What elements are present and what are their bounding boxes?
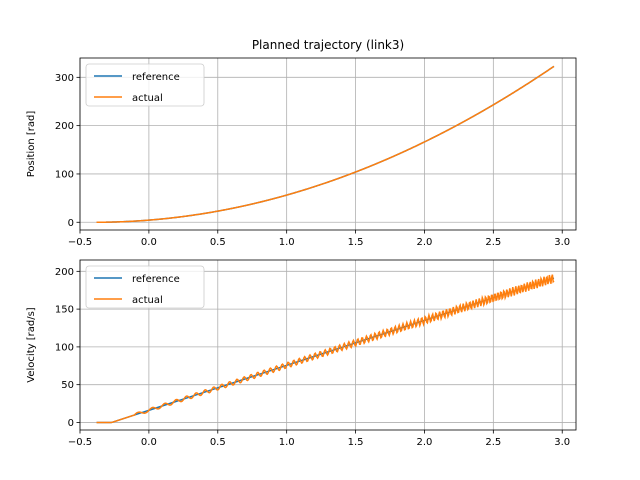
x-tick-label: 2.0 (416, 237, 432, 248)
y-tick-label: 200 (55, 121, 74, 132)
axes-frame (79, 259, 577, 431)
x-tick-label: 1.5 (348, 237, 364, 248)
x-tick-label: 0.0 (141, 437, 157, 448)
x-tick-label: −0.5 (68, 237, 92, 248)
x-tick-label: 3.0 (554, 237, 570, 248)
series-line-actual (96, 274, 555, 424)
legend-box (85, 265, 205, 309)
series-line-actual (96, 65, 555, 224)
y-tick-label: 150 (55, 305, 74, 316)
y-tick-label: 200 (55, 267, 74, 278)
x-tick-label: 2.5 (485, 437, 501, 448)
legend-label-reference: reference (132, 72, 180, 83)
chart-title: Planned trajectory (link3) (252, 38, 404, 52)
velocity-subplot: −0.5 0.0 0.5 1.0 1.5 2.0 2.5 3.0 0 50 100 150 200 Vel… (26, 259, 577, 448)
x-tick-label: −0.5 (68, 437, 92, 448)
legend-label-actual: actual (132, 295, 163, 306)
x-tick-label: 0.5 (210, 437, 226, 448)
x-tick-label: 0.5 (210, 237, 226, 248)
y-tick-label: 50 (61, 380, 74, 391)
axes-frame (79, 57, 577, 231)
legend-label-actual: actual (132, 93, 163, 104)
legend: reference actual (85, 265, 205, 309)
x-tick-label: 1.0 (279, 437, 295, 448)
y-tick-label: 100 (55, 169, 74, 180)
y-tick-label: 300 (55, 73, 74, 84)
x-tick-label: 2.5 (485, 237, 501, 248)
y-tick-label: 0 (68, 218, 74, 229)
x-tick-label: 1.5 (348, 437, 364, 448)
y-tick-label: 100 (55, 342, 74, 353)
legend-label-reference: reference (132, 274, 180, 285)
y-axis-label: Position [rad] (26, 111, 37, 178)
legend-box (85, 63, 205, 107)
x-tick-label: 3.0 (554, 437, 570, 448)
legend: reference actual (85, 63, 205, 107)
y-tick-label: 0 (68, 418, 74, 429)
x-tick-label: 2.0 (416, 437, 432, 448)
x-tick-label: 0.0 (141, 237, 157, 248)
position-subplot: −0.5 0.0 0.5 1.0 1.5 2.0 2.5 3.0 0 100 200 300 Posit… (26, 57, 577, 248)
y-axis-label: Velocity [rad/s] (26, 307, 37, 382)
x-tick-label: 1.0 (279, 237, 295, 248)
